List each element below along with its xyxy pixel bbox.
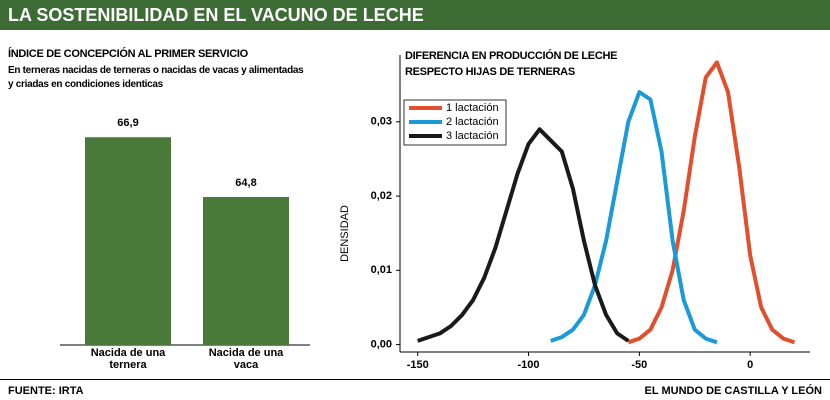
line-chart-title: DIFERENCIA EN PRODUCCIÓN DE LECHE RESPEC… <box>405 50 618 78</box>
x-tick-label: -150 <box>407 359 429 371</box>
bar-chart-title: ÍNDICE DE CONCEPCIÓN AL PRIMER SERVICIO <box>8 48 248 60</box>
footer-rule <box>0 379 830 380</box>
x-tick-label: Nacida de una vaca <box>208 347 284 371</box>
x-tick-label: 0 <box>747 359 753 371</box>
x-tick-label: -50 <box>631 359 647 371</box>
value-label: 66,9 <box>117 117 138 129</box>
bar <box>85 137 171 345</box>
density-line <box>627 60 796 345</box>
y-axis-label: DENSIDAD <box>339 205 351 262</box>
legend-label: 3 lactación <box>446 130 499 142</box>
y-tick-label: 0,02 <box>371 190 392 202</box>
density-line <box>417 127 630 343</box>
x-tick-label: Nacida de una ternera <box>90 347 166 371</box>
bar-chart-subtitle: En terneras nacidas de terneras o nacida… <box>8 65 304 90</box>
footer-credit: EL MUNDO DE CASTILLA Y LEÓN <box>644 385 822 397</box>
header-bar <box>0 0 830 30</box>
value-label: 64,8 <box>235 177 256 189</box>
legend-label: 1 lactación <box>446 102 499 114</box>
header-title: LA SOSTENIBILIDAD EN EL VACUNO DE LECHE <box>8 5 424 25</box>
y-tick-label: 0,01 <box>371 264 392 276</box>
legend-label: 2 lactación <box>446 116 499 128</box>
footer-source: FUENTE: IRTA <box>8 385 84 397</box>
x-tick-label: -100 <box>518 359 540 371</box>
y-tick-label: 0,03 <box>371 116 392 128</box>
y-tick-label: 0,00 <box>371 338 392 350</box>
density-line <box>550 90 718 345</box>
bar <box>203 197 289 345</box>
